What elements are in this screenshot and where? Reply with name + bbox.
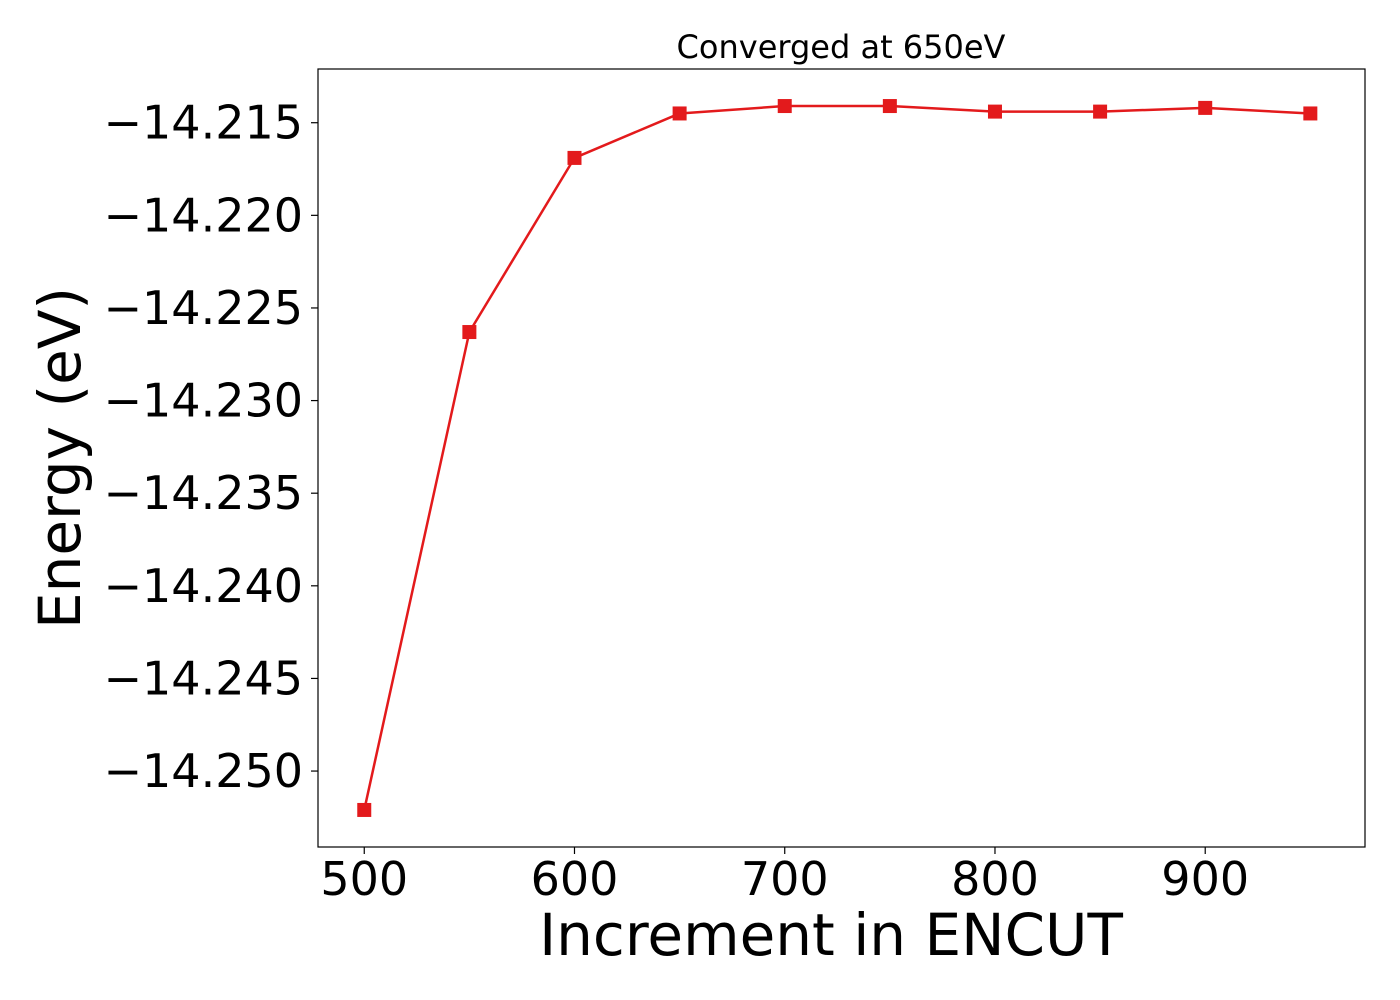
x-tick-label: 500 bbox=[320, 852, 408, 906]
chart-title: Converged at 650eV bbox=[677, 28, 1006, 66]
data-point-marker bbox=[462, 325, 477, 340]
data-point-marker bbox=[1093, 104, 1108, 119]
y-tick-label: −14.215 bbox=[104, 96, 304, 150]
data-point-marker bbox=[882, 99, 897, 114]
x-axis-label: Increment in ENCUT bbox=[539, 901, 1123, 969]
x-tick-label: 700 bbox=[741, 852, 829, 906]
data-point-marker bbox=[987, 104, 1002, 119]
plot-area bbox=[357, 99, 1318, 817]
y-axis-label: Energy (eV) bbox=[26, 287, 94, 629]
y-tick-label: −14.245 bbox=[104, 651, 304, 705]
y-tick-label: −14.235 bbox=[104, 466, 304, 520]
data-point-marker bbox=[1198, 100, 1213, 115]
plot-frame bbox=[317, 68, 1366, 848]
x-tick-label: 900 bbox=[1161, 852, 1249, 906]
x-axis-ticks: 500 600 700 800 900 bbox=[320, 847, 1249, 906]
data-point-marker bbox=[777, 99, 792, 114]
y-tick-label: −14.250 bbox=[104, 744, 304, 798]
data-point-marker bbox=[672, 106, 687, 121]
y-tick-label: −14.220 bbox=[104, 188, 304, 242]
y-tick-label: −14.230 bbox=[104, 374, 304, 428]
data-point-marker bbox=[357, 802, 372, 817]
x-tick-label: 800 bbox=[951, 852, 1039, 906]
x-tick-label: 600 bbox=[531, 852, 619, 906]
data-point-marker bbox=[1303, 106, 1318, 121]
y-axis-ticks: −14.215 −14.220 −14.225 −14.230 −14.235 −14.2… bbox=[104, 96, 318, 798]
y-tick-label: −14.225 bbox=[104, 281, 304, 335]
y-tick-label: −14.240 bbox=[104, 559, 304, 613]
data-point-marker bbox=[567, 150, 582, 165]
series-line bbox=[363, 104, 1311, 811]
